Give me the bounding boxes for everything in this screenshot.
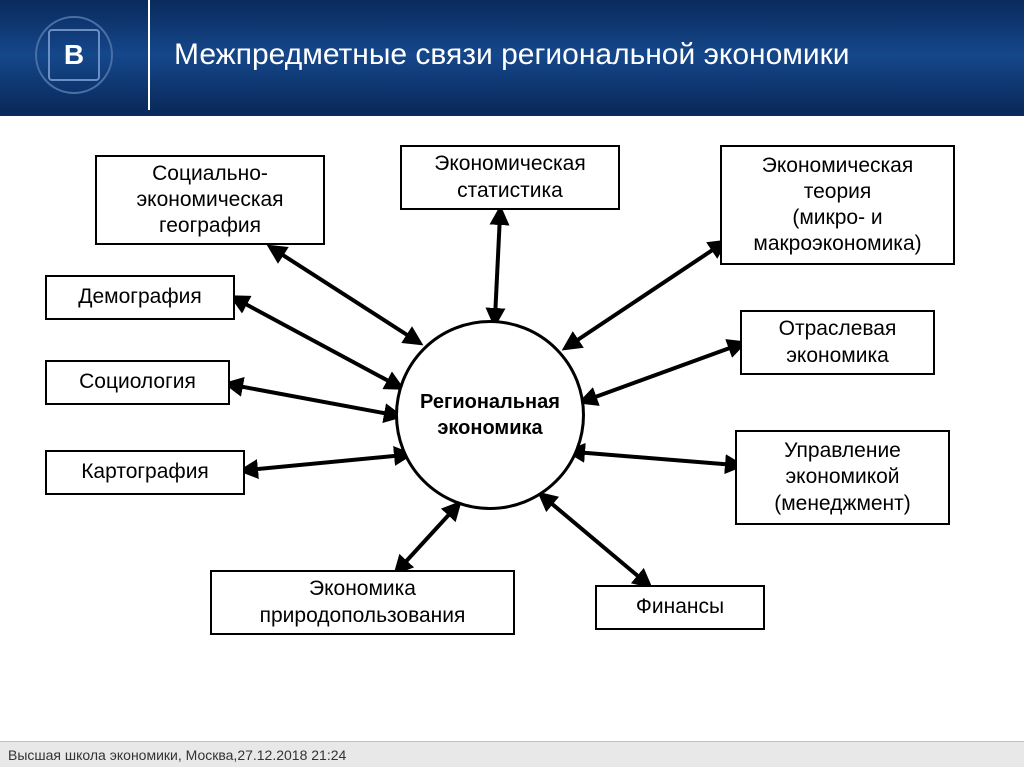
center-node: Региональная экономика — [395, 320, 585, 510]
node-demo: Демография — [45, 275, 235, 320]
logo-letter: В — [48, 29, 100, 81]
node-branch: Отраслеваяэкономика — [740, 310, 935, 375]
node-socio: Социология — [45, 360, 230, 405]
diagram-canvas: Региональная экономика Социально-экономич… — [0, 130, 1024, 720]
slide-footer: Высшая школа экономики, Москва, 27.12.20… — [0, 741, 1024, 767]
node-stat: Экономическаястатистика — [400, 145, 620, 210]
node-nature: Экономикаприродопользования — [210, 570, 515, 635]
node-carto: Картография — [45, 450, 245, 495]
node-mgmt: Управлениеэкономикой(менеджмент) — [735, 430, 950, 525]
slide-title: Межпредметные связи региональной экономи… — [150, 38, 1024, 72]
slide-header: В Межпредметные связи региональной эконо… — [0, 0, 1024, 110]
node-geo: Социально-экономическаягеография — [95, 155, 325, 245]
node-fin: Финансы — [595, 585, 765, 630]
logo-area: В — [0, 0, 150, 110]
footer-prefix: Высшая школа экономики, Москва, — [8, 747, 237, 763]
node-theory: Экономическаятеория(микро- имакроэкономи… — [720, 145, 955, 265]
footer-timestamp: 27.12.2018 21:24 — [237, 747, 346, 763]
logo-circle: В — [35, 16, 113, 94]
header-divider — [0, 110, 1024, 116]
